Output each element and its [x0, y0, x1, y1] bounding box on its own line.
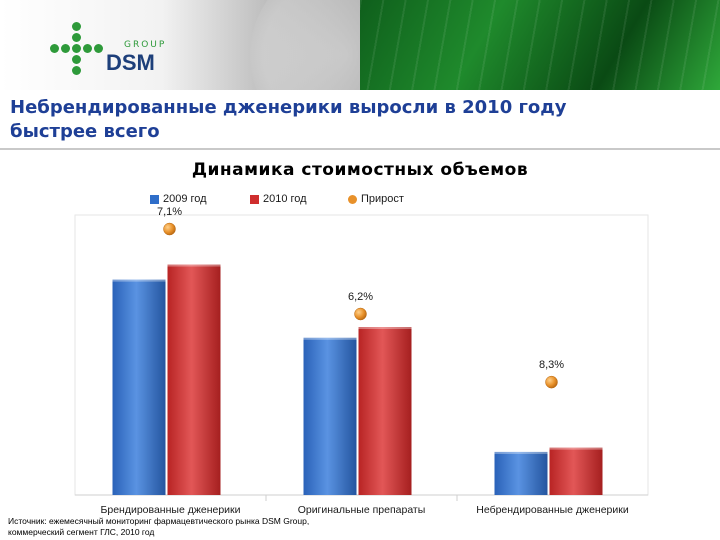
bar-group	[112, 264, 603, 495]
header-background-right	[360, 0, 720, 90]
source-note: Источник: ежемесячный мониторинг фармаце…	[8, 516, 428, 538]
x-tick-label-1: Брендированные дженерики	[100, 504, 240, 516]
title-bar: Небрендированные дженерики выросли в 201…	[0, 90, 720, 150]
bar-2010-3	[549, 447, 603, 495]
logo-dot-icon	[72, 55, 81, 64]
logo-dot-icon	[83, 44, 92, 53]
logo-dot-icon	[72, 66, 81, 75]
header-texture	[360, 0, 720, 90]
logo-group-text: GROUP	[124, 40, 167, 50]
growth-dot-3	[545, 375, 558, 389]
logo-dot-icon	[72, 44, 81, 53]
bar-highlight	[549, 447, 603, 450]
header-banner: GROUP DSM	[0, 0, 720, 90]
legend-label-2009: 2009 год	[163, 193, 207, 205]
growth-dots	[163, 222, 558, 389]
growth-label-3: 8,3%	[539, 359, 564, 371]
source-line-1: Источник: ежемесячный мониторинг фармаце…	[8, 516, 310, 526]
growth-label-2: 6,2%	[348, 291, 373, 303]
source-line-2: коммерческий сегмент ГЛС, 2010 год	[8, 527, 155, 537]
bar-2009-1	[112, 279, 166, 495]
logo-dot-icon	[94, 44, 103, 53]
bar-highlight	[112, 279, 166, 282]
bar-highlight	[303, 337, 357, 340]
legend-label-growth: Прирост	[361, 193, 404, 205]
logo-dot-icon	[72, 33, 81, 42]
bar-highlight	[167, 264, 221, 267]
legend-swatch-growth	[348, 195, 357, 204]
x-tick-labels: Брендированные дженерики Оригинальные пре…	[100, 504, 628, 516]
logo-dot-icon	[50, 44, 59, 53]
bar-2009-3	[494, 451, 548, 495]
legend-item-2010: 2010 год	[250, 192, 330, 208]
logo-brand-text: DSM	[106, 50, 155, 75]
legend-item-growth: Прирост	[348, 192, 428, 208]
x-tick-label-3: Небрендированные дженерики	[476, 504, 629, 516]
legend-item-2009: 2009 год	[150, 192, 230, 208]
bar-2010-1	[167, 264, 221, 495]
logo-dot-icon	[61, 44, 70, 53]
slide-title: Небрендированные дженерики выросли в 201…	[10, 96, 710, 144]
bar-2009-2	[303, 337, 357, 495]
bar-highlight	[358, 327, 412, 329]
growth-dot-2	[354, 307, 367, 321]
bar-2010-2	[358, 327, 412, 495]
slide-title-line-1: Небрендированные дженерики выросли в 201…	[10, 97, 567, 118]
growth-label-1: 7,1%	[157, 206, 182, 218]
logo-dot-icon	[72, 22, 81, 31]
legend-swatch-2010	[250, 195, 259, 204]
dsm-logo: GROUP DSM	[40, 18, 164, 78]
bar-highlight	[494, 451, 548, 454]
growth-dot-1	[163, 222, 176, 236]
legend-swatch-2009	[150, 195, 159, 204]
x-tick-label-2: Оригинальные препараты	[298, 504, 426, 516]
slide-title-line-2: быстрее всего	[10, 121, 160, 142]
legend-label-2010: 2010 год	[263, 193, 307, 205]
data-labels: 7,1% 6,2% 8,3%	[157, 206, 564, 371]
chart-title: Динамика стоимостных объемов	[191, 160, 529, 180]
